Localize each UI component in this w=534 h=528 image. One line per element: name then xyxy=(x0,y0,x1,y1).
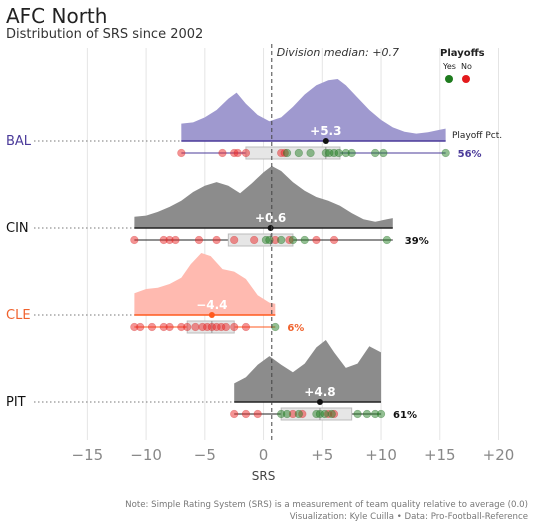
playoff-pct-bal: 56% xyxy=(458,149,482,160)
team-label-cle: CLE xyxy=(6,308,31,323)
point-playoffs xyxy=(353,409,362,419)
point-no-playoffs xyxy=(147,322,157,332)
legend-yes-dot xyxy=(445,75,453,83)
point-playoffs xyxy=(300,235,309,245)
point-no-playoffs xyxy=(230,235,239,245)
team-rows: BAL +5.3 56% CIN +0.6 39% CLE −4.4 6% PIT +4.8 61% P… xyxy=(6,124,502,421)
median-value-cin: +0.6 xyxy=(255,211,286,225)
x-axis: −15 −10 −5 0 +5 +10 +15 +20 SRS xyxy=(72,446,515,483)
point-playoffs xyxy=(294,148,303,158)
density-clouds xyxy=(134,79,446,403)
point-playoffs xyxy=(271,322,280,332)
credits: Visualization: Kyle Cuilla • Data: Pro-F… xyxy=(289,512,528,522)
x-tick-label: +15 xyxy=(424,446,456,464)
median-dot-bal xyxy=(322,138,329,144)
density-cin xyxy=(134,166,393,228)
point-playoffs xyxy=(320,409,329,419)
point-no-playoffs xyxy=(218,148,227,158)
footnote: Note: Simple Rating System (SRS) is a me… xyxy=(125,500,528,510)
point-playoffs xyxy=(382,235,392,245)
point-no-playoffs xyxy=(250,235,259,245)
legend-no-label: No xyxy=(461,62,472,71)
point-no-playoffs xyxy=(194,235,204,245)
division-median-label: Division median: +0.7 xyxy=(277,46,399,59)
point-no-playoffs xyxy=(221,322,231,332)
point-playoffs xyxy=(441,148,450,158)
point-playoffs xyxy=(282,409,292,419)
point-no-playoffs xyxy=(177,148,186,158)
team-label-bal: BAL xyxy=(6,134,32,149)
point-no-playoffs xyxy=(329,235,339,245)
median-value-pit: +4.8 xyxy=(304,385,335,399)
x-tick-label: −10 xyxy=(130,446,162,464)
point-playoffs xyxy=(327,409,336,419)
point-playoffs xyxy=(376,409,386,419)
x-tick-label: −15 xyxy=(72,446,104,464)
point-playoffs xyxy=(294,409,303,419)
x-tick-label: +20 xyxy=(483,446,515,464)
point-no-playoffs xyxy=(241,148,251,158)
point-playoffs xyxy=(379,148,388,158)
median-dot-pit xyxy=(316,399,323,405)
team-label-cin: CIN xyxy=(6,221,29,236)
point-no-playoffs xyxy=(233,148,242,158)
playoff-pct-pit: 61% xyxy=(393,410,417,421)
x-tick-label: 0 xyxy=(259,446,269,464)
point-no-playoffs xyxy=(312,235,321,245)
legend-title: Playoffs xyxy=(440,48,485,59)
point-playoffs xyxy=(306,148,315,158)
point-playoffs xyxy=(362,409,372,419)
point-playoffs xyxy=(277,235,286,245)
point-no-playoffs xyxy=(171,235,180,245)
x-tick-label: −5 xyxy=(194,446,216,464)
playoff-pct-cle: 6% xyxy=(287,323,304,334)
x-tick-label: +10 xyxy=(365,446,397,464)
x-tick-label: +5 xyxy=(311,446,333,464)
median-dot-cle xyxy=(208,312,215,318)
chart-subtitle: Distribution of SRS since 2002 xyxy=(6,27,204,42)
point-no-playoffs xyxy=(241,322,251,332)
playoff-pct-cin: 39% xyxy=(405,236,429,247)
point-no-playoffs xyxy=(253,409,262,419)
point-no-playoffs xyxy=(130,235,139,245)
chart-title: AFC North xyxy=(6,4,108,28)
density-bal xyxy=(181,79,446,141)
median-value-cle: −4.4 xyxy=(196,298,227,312)
density-cle xyxy=(134,253,276,315)
legend-yes-label: Yes xyxy=(442,62,456,71)
x-axis-title: SRS xyxy=(252,469,276,483)
point-no-playoffs xyxy=(191,322,200,332)
playoff-pct-header: Playoff Pct. xyxy=(452,131,502,141)
point-playoffs xyxy=(282,148,292,158)
point-playoffs xyxy=(347,148,356,158)
point-playoffs xyxy=(371,148,380,158)
playoffs-legend: Playoffs Yes No xyxy=(440,48,485,83)
legend-no-dot xyxy=(462,75,470,83)
density-pit xyxy=(234,340,382,402)
point-playoffs xyxy=(334,148,343,158)
team-label-pit: PIT xyxy=(6,395,26,410)
point-no-playoffs xyxy=(230,409,239,419)
point-no-playoffs xyxy=(183,322,192,332)
point-no-playoffs xyxy=(212,235,221,245)
point-no-playoffs xyxy=(165,322,174,332)
point-no-playoffs xyxy=(136,322,145,332)
point-playoffs xyxy=(288,235,298,245)
point-no-playoffs xyxy=(241,409,251,419)
median-value-bal: +5.3 xyxy=(310,124,341,138)
median-dot-cin xyxy=(267,225,274,231)
point-no-playoffs xyxy=(230,322,239,332)
